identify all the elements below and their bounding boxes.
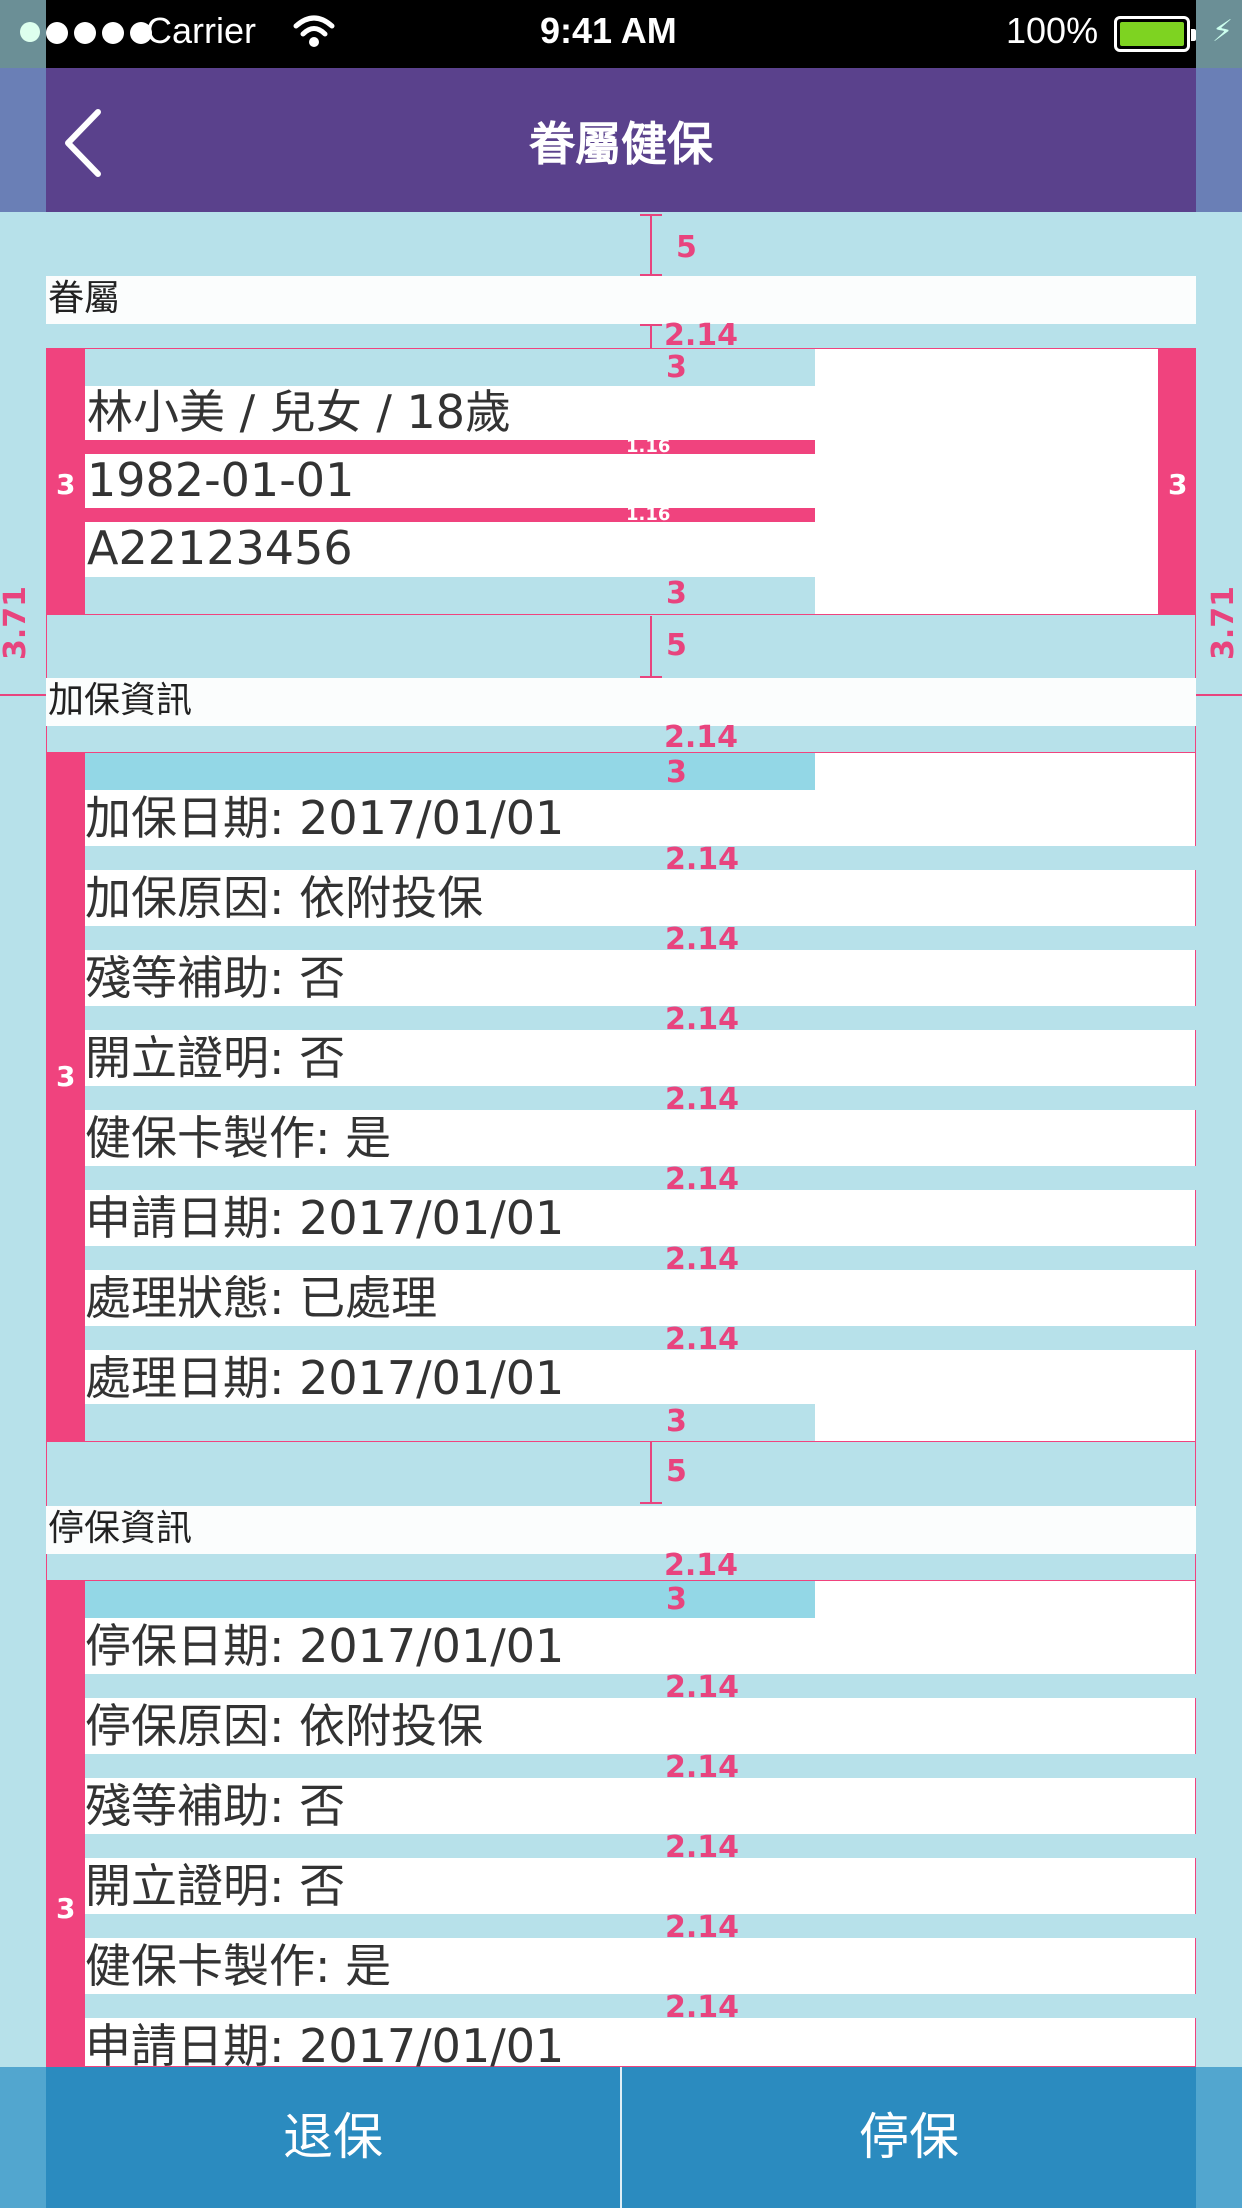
suspend-row: 停保日期: 2017/01/01 [85, 1619, 565, 1673]
left-margin-bottom [0, 2067, 46, 2208]
withdraw-button[interactable]: 退保 [46, 2067, 620, 2208]
spacing-annotation: 5 [676, 230, 697, 265]
suspend-row: 申請日期: 2017/01/01 [85, 2019, 565, 2067]
right-margin-bottom [1196, 2067, 1242, 2208]
card-accent-left [46, 1581, 85, 2067]
suspend-row: 殘等補助: 否 [85, 1779, 346, 1833]
right-margin-nav [1196, 68, 1242, 212]
clock: 9:41 AM [540, 10, 677, 51]
status-bar: Carrier 9:41 AM 100% [46, 0, 1196, 68]
dependent-id-number: A22123456 [87, 521, 353, 575]
enroll-rows: 加保日期: 2017/01/01 2.14 加保原因: 依附投保 2.14 殘等… [85, 790, 1196, 1406]
suspend-row: 健保卡製作: 是 [85, 1939, 392, 1993]
carrier-label: Carrier [146, 10, 257, 51]
right-margin-status [1196, 0, 1242, 68]
enroll-row: 加保原因: 依附投保 [85, 871, 484, 925]
back-chevron-icon[interactable] [60, 108, 104, 178]
suspend-row: 停保原因: 依附投保 [85, 1699, 484, 1753]
signal-dot-icon [20, 22, 40, 42]
section-header-dependents: 眷屬 [46, 276, 1196, 324]
battery-percent: 100% [1006, 10, 1099, 51]
section-header-enroll: 加保資訊 [46, 678, 1196, 726]
enroll-row: 處理狀態: 已處理 [85, 1271, 438, 1325]
margin-annotation-left: 3.71 [0, 585, 33, 660]
enroll-row: 處理日期: 2017/01/01 [85, 1351, 565, 1405]
nav-bar: 眷屬健保 [46, 68, 1196, 212]
enroll-row: 加保日期: 2017/01/01 [85, 791, 565, 845]
enroll-row: 開立證明: 否 [85, 1031, 346, 1085]
enroll-row: 健保卡製作: 是 [85, 1111, 392, 1165]
card-accent-left [46, 349, 85, 614]
margin-annotation-right: 3.71 [1206, 585, 1241, 660]
suspend-button[interactable]: 停保 [622, 2067, 1196, 2208]
dependent-card[interactable] [46, 348, 1196, 615]
battery-icon [1114, 16, 1196, 52]
section-label-dependents: 眷屬 [48, 278, 121, 319]
left-margin [0, 0, 46, 2208]
button-divider [620, 2067, 622, 2208]
card-accent-left [46, 753, 85, 1441]
suspend-card[interactable] [46, 1580, 1196, 2067]
spacer-top [46, 212, 1196, 276]
suspend-row: 開立證明: 否 [85, 1859, 346, 1913]
section-label-enroll: 加保資訊 [48, 680, 193, 721]
section-header-suspend: 停保資訊 [46, 1506, 1196, 1554]
measure-tick [650, 214, 652, 276]
signal-icon [46, 22, 152, 44]
card-accent-right [1158, 349, 1196, 614]
charging-icon: ⚡ [1212, 14, 1234, 49]
left-margin-nav [0, 68, 46, 212]
dependent-birthday: 1982-01-01 [87, 453, 355, 507]
spacing-annotation: 2.14 [664, 318, 739, 353]
dependent-name: 林小美 / 兒女 / 18歲 [87, 385, 512, 439]
enroll-row: 申請日期: 2017/01/01 [85, 1191, 565, 1245]
enroll-row: 殘等補助: 否 [85, 951, 346, 1005]
page-title: 眷屬健保 [529, 117, 713, 171]
wifi-icon [293, 15, 335, 47]
section-label-suspend: 停保資訊 [48, 1508, 193, 1549]
suspend-rows: 停保日期: 2017/01/01 2.14 停保原因: 依附投保 2.14 殘等… [85, 1618, 1196, 2067]
